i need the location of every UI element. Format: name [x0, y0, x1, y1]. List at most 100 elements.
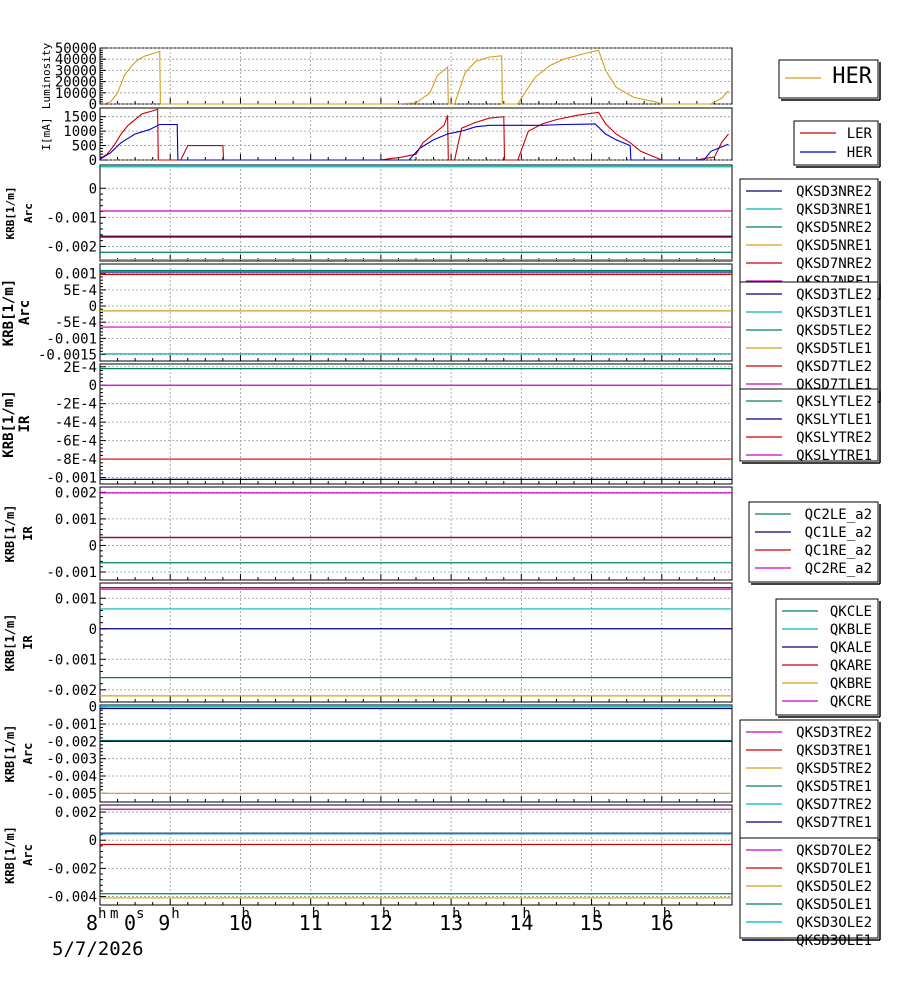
- y-tick-label: 0: [89, 153, 97, 169]
- legend-entry: QKSD5NRE1: [796, 238, 872, 254]
- y-tick-label: 20000: [55, 75, 97, 91]
- y-tick-label: 0: [89, 97, 97, 113]
- legend-entry: QKALE: [830, 640, 872, 656]
- series-line-her: [103, 49, 729, 105]
- y-tick-label: -0.002: [46, 683, 97, 699]
- legend-entry: QKSD5TRE1: [796, 779, 872, 795]
- legend-entry: QKSD5OLE2: [796, 879, 872, 895]
- series-line-ler: [99, 108, 729, 161]
- legend-2: LER HER: [793, 120, 881, 168]
- legend-entry: QKBLE: [830, 622, 872, 638]
- y-tick-label: 1500: [63, 110, 97, 126]
- x-tick-label: 8: [86, 911, 98, 935]
- y-tick-label: -0.001: [46, 210, 97, 226]
- legend-box: [748, 501, 879, 583]
- y-tick-label: -2E-4: [55, 397, 97, 413]
- x-tick-unit: h: [452, 906, 460, 922]
- legend-entry: QKSD3TRE1: [796, 743, 872, 759]
- legend-entry: QKARE: [830, 658, 872, 674]
- panel-3: 0 -0.001 -0.002 KRB[1/m] Arc: [4, 164, 733, 262]
- legend-entry: HER: [847, 145, 873, 161]
- x-tick-unit: s: [136, 906, 144, 922]
- x-tick-unit: h: [522, 906, 530, 922]
- y-tick-label: 0: [89, 299, 97, 315]
- panel-6: 0.002 0.001 0 -0.001 KRB[1/m] IR: [3, 485, 733, 581]
- y-axis-label: KRB[1/m]: [4, 187, 17, 240]
- legend-entry: QKSD3TLE1: [796, 305, 872, 321]
- legend-entry: QC2LE_a2: [805, 507, 872, 523]
- y-tick-label: -0.0015: [38, 348, 97, 364]
- legend-entry: QKSLYTLE1: [796, 412, 872, 428]
- panel-frame: [99, 164, 733, 262]
- y-tick-label: 5E-4: [63, 283, 97, 299]
- legend-1: HER: [778, 59, 881, 101]
- y-axis-label: KRB[1/m]: [3, 505, 17, 563]
- y-tick-label: 0.001: [55, 267, 97, 283]
- legend-entry: QKSD3OLE2: [796, 915, 872, 931]
- legend-entry: QKSLYTRE1: [796, 448, 872, 464]
- legend-4: QKSD3TLE2 QKSD3TLE1 QKSD5TLE2 QKSD5TLE1 QKSD…: [739, 281, 881, 403]
- y-axis-subtitle: Arc: [21, 844, 35, 866]
- legend-entry: QKSD5NRE2: [796, 220, 872, 236]
- y-tick-label: 0.002: [55, 485, 97, 501]
- panel-frame: [99, 363, 733, 485]
- panel-frame: [99, 263, 733, 362]
- y-tick-label: 500: [72, 139, 97, 155]
- legend-entry: QKSD7TRE2: [796, 797, 872, 813]
- y-tick-label: 0: [89, 622, 97, 638]
- x-tick-label: 9: [158, 911, 170, 935]
- panel-frame: [99, 47, 733, 105]
- y-tick-label: -0.001: [46, 565, 97, 581]
- legend-box: [775, 598, 879, 716]
- y-tick-label: -0.002: [46, 734, 97, 750]
- y-axis-subtitle: Arc: [17, 300, 33, 325]
- y-tick-label: -0.001: [46, 471, 97, 487]
- legend-entry: QKSD3TRE2: [796, 725, 872, 741]
- y-tick-label: 0: [89, 378, 97, 394]
- y-axis-subtitle: Arc: [22, 203, 35, 223]
- legend-entry: QKSD7TLE2: [796, 359, 872, 375]
- y-tick-label: 0: [89, 538, 97, 554]
- panels-layer: 01000020000300004000050000Luminosity0500…: [1, 41, 733, 906]
- panel-8: 0-0.001-0.002 -0.003-0.004-0.005 KRB[1/m] A…: [3, 700, 733, 803]
- x-tick-label: 15: [580, 911, 604, 935]
- legend-entry: QKSD7OLE2: [796, 843, 872, 859]
- x-tick-unit: h: [171, 906, 179, 922]
- legend-entry: QKSD5TLE1: [796, 341, 872, 357]
- y-tick-label: -5E-4: [55, 315, 97, 331]
- legend-box: [739, 719, 879, 839]
- y-tick-label: -0.005: [46, 786, 97, 802]
- legend-entry: QKSD3NRE1: [796, 202, 872, 218]
- legend-3: QKSD3NRE2 QKSD3NRE1 QKSD5NRE2 QKSD5NRE1 QKSD…: [739, 178, 881, 300]
- legend-entry: QKSD3OLE1: [796, 933, 872, 949]
- legend-6: QC2LE_a2 QC1LE_a2 QC1RE_a2 QC2RE_a2: [748, 501, 881, 585]
- y-tick-label: -0.002: [46, 239, 97, 255]
- legend-entry: QC1RE_a2: [805, 543, 872, 559]
- legend-box: [778, 59, 879, 99]
- x-tick-unit: h: [382, 906, 390, 922]
- x-tick-unit: h: [312, 906, 320, 922]
- legend-box: [739, 837, 879, 939]
- legend-box: [793, 120, 879, 166]
- y-tick-label: 1000: [63, 124, 97, 140]
- y-axis-label: KRB[1/m]: [1, 279, 17, 346]
- legend-entry: QKSD3TLE2: [796, 287, 872, 303]
- legend-entry: HER: [832, 64, 872, 89]
- x-axis-date-label: 5/7/2026: [52, 938, 144, 960]
- y-axis-subtitle: IR: [21, 526, 35, 541]
- legend-entry: QC1LE_a2: [805, 525, 872, 541]
- legends-layer: HERLERHERQKSD3NRE2QKSD3NRE1QKSD5NRE2QKSD…: [739, 59, 881, 949]
- panel-9: 0.002 0 -0.002 -0.004 KRB[1/m] Arc: [3, 804, 733, 906]
- y-tick-label: -0.001: [46, 717, 97, 733]
- y-tick-label: -0.003: [46, 752, 97, 768]
- y-tick-label: 0.001: [55, 591, 97, 607]
- y-tick-label: 0: [89, 833, 97, 849]
- x-axis: 5/7/2026 8 h m 0 s 9 h 10h 11h 12h 13h 14h 15h 16h: [52, 906, 674, 960]
- panel-frame: [99, 486, 733, 581]
- legend-entry: QKSD3NRE2: [796, 184, 872, 200]
- legend-entry: LER: [847, 126, 873, 142]
- y-tick-label: -0.002: [46, 861, 97, 877]
